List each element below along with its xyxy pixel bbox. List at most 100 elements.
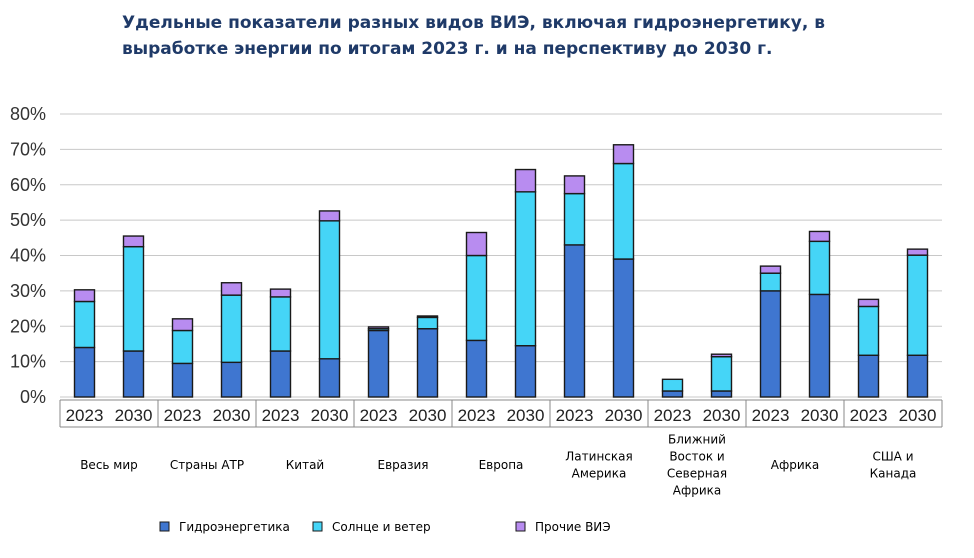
bar-segment-hydro <box>759 290 782 398</box>
bar-segment-other <box>759 265 782 274</box>
bar-segment-hydro <box>514 345 537 398</box>
bar-segment-hydro <box>367 329 390 398</box>
legend: Гидроэнергетика Солнце и ветер Прочие ВИЭ <box>159 520 611 534</box>
bar-segment-other <box>857 298 880 308</box>
bar-segment-hydro <box>73 346 96 398</box>
year-label: 2030 <box>605 406 643 425</box>
region-label: Весь мир <box>80 458 138 472</box>
y-tick-label: 80% <box>10 104 46 124</box>
legend-label-solar_wind: Солнце и ветер <box>332 520 431 534</box>
bar-segment-hydro <box>906 354 929 398</box>
region-label: Латинская Америка <box>565 450 632 481</box>
year-label: 2030 <box>507 406 545 425</box>
year-label: 2023 <box>654 406 692 425</box>
bar-segment-solar_wind <box>857 305 880 356</box>
year-label: 2030 <box>213 406 251 425</box>
bar-segment-other <box>122 235 145 248</box>
year-label: 2023 <box>850 406 888 425</box>
y-tick-label: 10% <box>10 352 46 372</box>
bar-segment-solar_wind <box>514 191 537 347</box>
year-label: 2023 <box>66 406 104 425</box>
bar-segment-other <box>318 210 341 222</box>
chart-title: Удельные показатели разных видов ВИЭ, вк… <box>122 13 825 59</box>
bar-segment-solar_wind <box>710 355 733 392</box>
bar-segment-other <box>710 353 733 358</box>
bar-segment-other <box>73 289 96 303</box>
bar-segment-other <box>906 248 929 256</box>
bar-segment-other <box>171 318 194 332</box>
region-label: Европа <box>479 458 524 472</box>
bar-segment-solar_wind <box>171 329 194 365</box>
year-label: 2030 <box>311 406 349 425</box>
bar-segment-solar_wind <box>465 254 488 342</box>
bar-segment-other <box>563 175 586 195</box>
bar-segment-hydro <box>465 339 488 398</box>
y-tick-label: 20% <box>10 316 46 336</box>
y-axis: 0% 10% 20% 30% 40% 50% 60% 70% 80% <box>10 104 46 407</box>
bar-segment-solar_wind <box>318 220 341 360</box>
y-tick-label: 60% <box>10 175 46 195</box>
legend-label-hydro: Гидроэнергетика <box>179 520 290 534</box>
year-label: 2030 <box>801 406 839 425</box>
region-label: Африка <box>771 458 820 472</box>
bar-segment-other <box>367 326 390 330</box>
y-tick-label: 70% <box>10 139 46 159</box>
year-label: 2023 <box>458 406 496 425</box>
bar-segment-hydro <box>563 244 586 398</box>
bar-segment-hydro <box>416 328 439 398</box>
bar-segment-hydro <box>220 361 243 398</box>
bar-segment-solar_wind <box>220 294 243 364</box>
year-label: 2023 <box>164 406 202 425</box>
bar-segment-other <box>612 144 635 165</box>
bar-segment-solar_wind <box>73 300 96 349</box>
region-label: Китай <box>286 458 324 472</box>
x-axis: 2023 2030 Весь мир 2023 2030 Страны АТР 2023 20… <box>59 399 943 498</box>
bar-segment-solar_wind <box>122 245 145 352</box>
year-label: 2023 <box>262 406 300 425</box>
bar-segment-hydro <box>318 358 341 398</box>
bar-segment-other <box>269 288 292 298</box>
y-tick-label: 40% <box>10 246 46 266</box>
bar-segment-solar_wind <box>563 192 586 246</box>
bar-segment-hydro <box>808 293 831 398</box>
grid-lines <box>60 113 942 398</box>
bar-segment-hydro <box>612 258 635 398</box>
bar-segment-other <box>465 231 488 257</box>
bar-segment-other <box>514 168 537 193</box>
legend-swatch-hydro <box>159 521 170 532</box>
year-label: 2030 <box>899 406 937 425</box>
bar-segment-hydro <box>857 354 880 398</box>
bar-segment-hydro <box>710 390 733 398</box>
year-label: 2030 <box>115 406 153 425</box>
year-label: 2023 <box>752 406 790 425</box>
y-tick-label: 0% <box>20 387 46 407</box>
bar-segment-solar_wind <box>906 254 929 356</box>
bar-segment-hydro <box>661 390 684 398</box>
bar-segment-other <box>220 282 243 296</box>
bar-segment-solar_wind <box>612 162 635 260</box>
bar-segment-solar_wind <box>661 378 684 392</box>
bar-segment-hydro <box>269 350 292 398</box>
region-label: Страны АТР <box>170 458 244 472</box>
legend-swatch-solar_wind <box>312 521 323 532</box>
year-label: 2023 <box>556 406 594 425</box>
year-label: 2023 <box>360 406 398 425</box>
y-tick-label: 50% <box>10 210 46 230</box>
legend-label-other: Прочие ВИЭ <box>535 520 611 534</box>
region-label: США и Канада <box>870 450 917 481</box>
bar-segment-other <box>808 230 831 243</box>
bar-segment-hydro <box>171 362 194 398</box>
bar-segment-solar_wind <box>416 316 439 330</box>
bar-segment-solar_wind <box>808 240 831 296</box>
region-label: Евразия <box>377 458 428 472</box>
y-tick-label: 30% <box>10 281 46 301</box>
year-label: 2030 <box>703 406 741 425</box>
legend-swatch-other <box>515 521 526 532</box>
bar-segment-hydro <box>122 350 145 398</box>
bar-segment-solar_wind <box>759 272 782 292</box>
bar-segment-solar_wind <box>269 296 292 352</box>
bar-segment-other <box>416 315 439 319</box>
year-label: 2030 <box>409 406 447 425</box>
region-label: Ближний Восток и Северная Африка <box>667 433 727 498</box>
